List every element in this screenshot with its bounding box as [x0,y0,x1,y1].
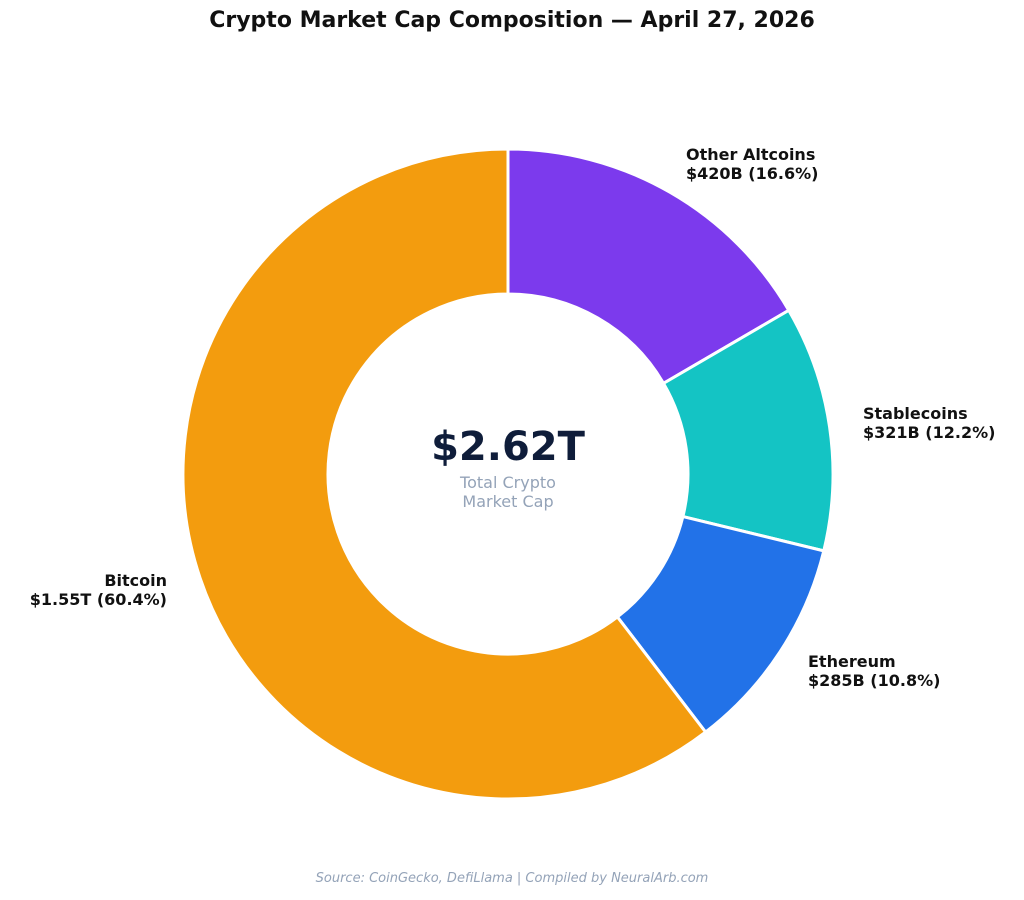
slice-label-value: $1.55T (60.4%) [30,590,167,609]
slice-labels: Other Altcoins$420B (16.6%) Stablecoins$3… [30,145,996,690]
slice-label-name: Bitcoin [104,571,167,590]
chart-title: Crypto Market Cap Composition — April 27… [209,8,815,33]
donut-slices [181,147,835,801]
source-note: Source: CoinGecko, DefiLlama | Compiled … [315,871,709,886]
slice-other-altcoins [506,147,791,386]
center-total-value: $2.62T [431,424,586,470]
center-label-line2: Market Cap [462,492,553,511]
slice-label-name: Other Altcoins [686,145,815,164]
slice-label-value: $285B (10.8%) [808,671,940,690]
slice-bitcoin [181,147,708,801]
slice-label-value: $321B (12.2%) [863,423,995,442]
slice-label-name: Stablecoins [863,404,968,423]
slice-label-value: $420B (16.6%) [686,164,818,183]
center-label-line1: Total Crypto [459,473,556,492]
slice-label-name: Ethereum [808,652,896,671]
